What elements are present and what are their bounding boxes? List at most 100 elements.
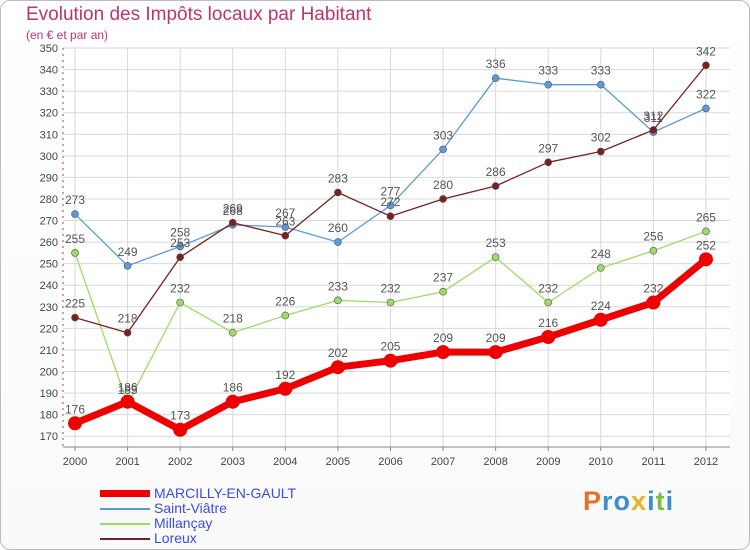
data-point — [702, 61, 710, 70]
legend-label: MARCILLY-EN-GAULT — [154, 485, 297, 501]
x-tick-label: 2007 — [431, 456, 455, 468]
chart-title: Evolution des Impôts locaux par Habitant — [26, 4, 372, 25]
data-label: 237 — [433, 271, 453, 285]
data-label: 248 — [591, 247, 611, 261]
y-tick-label: 220 — [40, 323, 58, 335]
x-tick-label: 2011 — [642, 456, 666, 468]
data-point — [596, 147, 605, 156]
data-point — [702, 227, 710, 236]
data-label: 311 — [644, 111, 663, 125]
data-label: 224 — [591, 299, 611, 313]
y-tick-label: 310 — [40, 129, 58, 141]
logo-letter: x — [631, 486, 648, 516]
data-point — [176, 242, 184, 251]
data-point — [123, 262, 132, 270]
data-label: 297 — [538, 141, 558, 155]
data-point — [439, 195, 447, 203]
y-tick-label: 190 — [40, 388, 58, 400]
x-tick-label: 2002 — [168, 456, 192, 468]
data-label: 225 — [65, 297, 85, 311]
data-point — [649, 126, 658, 134]
data-point — [330, 360, 345, 375]
data-point — [386, 201, 395, 210]
data-point — [334, 238, 342, 246]
x-tick-label: 2001 — [115, 456, 139, 468]
plot-area — [63, 48, 730, 447]
y-tick-label: 280 — [40, 194, 58, 206]
data-point — [439, 287, 447, 296]
y-tick-label: 260 — [40, 237, 58, 249]
data-label: 226 — [275, 294, 295, 308]
logo-letter: P — [583, 486, 603, 516]
data-label: 216 — [538, 316, 558, 330]
legend-swatch — [100, 538, 150, 540]
data-label: 342 — [696, 44, 716, 58]
data-point — [173, 422, 188, 437]
data-label: 333 — [591, 64, 611, 78]
chart-subtitle: (en € et par an) — [26, 28, 109, 42]
legend-label: Saint-Viâtre — [154, 500, 227, 516]
proxiti-logo: Proxiti — [583, 486, 674, 517]
data-point — [491, 182, 500, 190]
legend-label: Loreux — [154, 530, 197, 546]
y-tick-label: 320 — [40, 108, 58, 120]
data-label: 253 — [170, 236, 190, 250]
data-label: 186 — [223, 381, 243, 395]
y-tick-label: 170 — [40, 431, 58, 443]
data-label: 260 — [328, 221, 348, 235]
logo-letter: r — [602, 486, 614, 516]
y-tick-label: 250 — [40, 259, 58, 271]
data-point — [228, 328, 237, 337]
data-label: 233 — [328, 279, 348, 293]
data-point — [436, 345, 451, 360]
x-tick-label: 2009 — [536, 456, 560, 468]
y-tick-label: 200 — [40, 367, 58, 379]
data-point — [491, 253, 500, 262]
data-point — [544, 158, 553, 167]
data-point — [646, 295, 661, 310]
data-point — [278, 381, 293, 396]
data-label: 273 — [65, 193, 85, 207]
data-point — [123, 328, 132, 337]
x-tick-label: 2008 — [483, 456, 507, 468]
data-label: 209 — [433, 331, 453, 345]
data-point — [120, 394, 135, 409]
data-point — [702, 104, 710, 113]
data-label: 333 — [538, 64, 558, 78]
data-label: 205 — [380, 340, 400, 354]
data-label: 280 — [433, 178, 453, 192]
logo-letter: o — [613, 486, 632, 516]
x-tick-label: 2004 — [273, 456, 297, 468]
data-label: 267 — [275, 206, 295, 220]
data-label: 253 — [486, 236, 506, 250]
data-label: 303 — [433, 128, 453, 142]
data-label: 265 — [696, 210, 716, 224]
logo-letter: t — [655, 486, 666, 516]
series-MARCILLY-EN-GAULT: 176 186 173 186 192 202 205 209 209 216 224 232 252 — [65, 238, 716, 437]
y-tick-label: 300 — [40, 151, 58, 163]
data-label: 269 — [223, 202, 243, 216]
data-label: 232 — [538, 281, 558, 295]
x-tick-label: 2003 — [220, 456, 244, 468]
data-label: 277 — [380, 184, 400, 198]
y-tick-label: 230 — [40, 302, 58, 314]
data-point — [596, 264, 605, 272]
data-point — [596, 80, 605, 89]
data-label: 256 — [643, 230, 663, 244]
data-point — [386, 212, 395, 221]
data-point — [544, 298, 553, 307]
data-label: 263 — [275, 215, 295, 229]
y-tick-label: 340 — [40, 65, 58, 77]
data-label: 218 — [223, 312, 243, 326]
data-point — [649, 246, 658, 255]
legend-swatch — [100, 523, 150, 525]
data-label: 232 — [380, 281, 400, 295]
data-label: 322 — [696, 87, 716, 101]
logo-letter: i — [647, 486, 656, 516]
logo-letter: i — [665, 486, 675, 516]
y-tick-label: 350 — [40, 43, 58, 55]
data-point — [439, 145, 447, 154]
data-label: 336 — [486, 57, 506, 71]
data-point — [71, 210, 79, 218]
legend-label: Millançay — [154, 515, 213, 531]
